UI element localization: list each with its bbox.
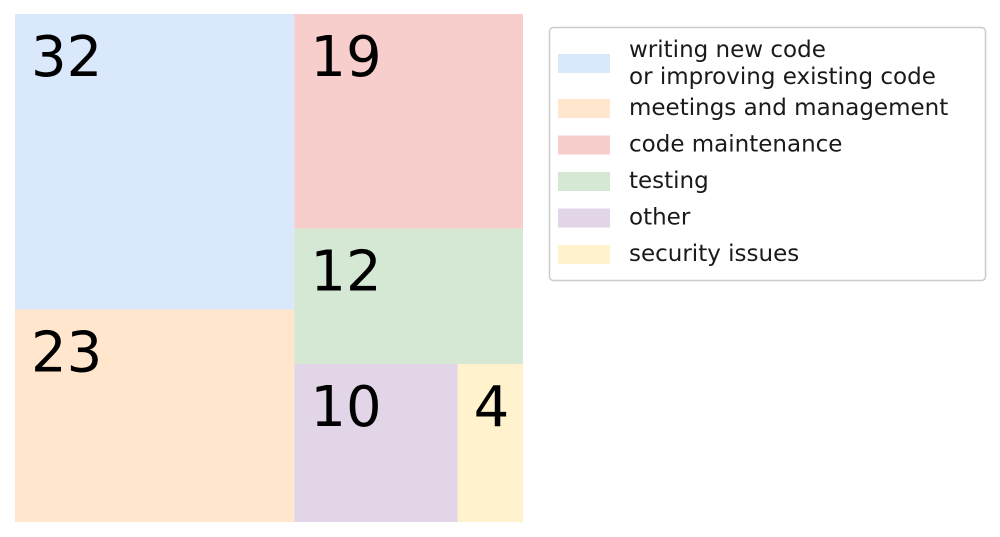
treemap-tile: 19 [294,14,523,229]
treemap-tile-rect [15,14,295,310]
treemap-tile: 12 [294,228,523,364]
treemap-tile-value: 12 [310,239,381,304]
treemap-tile-value: 23 [31,321,102,386]
treemap-tile-value: 19 [310,25,381,90]
legend-frame [548,26,987,282]
legend-swatch [558,172,610,191]
legend-item: meetings and management [558,95,948,121]
legend-swatch [558,99,610,118]
treemap-tile: 23 [15,309,295,522]
legend-item: security issues [558,241,799,267]
treemap-tile: 10 [294,363,458,522]
treemap-tile-value: 10 [310,375,381,440]
legend-swatch [558,245,610,264]
legend: writing new code or improving existing co… [548,26,987,282]
treemap-tile-rect [294,14,523,229]
treemap-tile-rect [15,309,295,522]
legend-swatch [558,135,610,155]
legend-label: meetings and management [629,95,948,121]
legend-item: code maintenance [558,132,842,158]
legend-item: testing [558,168,709,194]
treemap-tile-value: 4 [474,375,510,440]
legend-swatch [558,208,610,228]
treemap-tile: 32 [15,14,295,310]
treemap-tile-rect [294,228,523,364]
legend-swatch [558,54,610,73]
legend-item: writing new code or improving existing co… [558,37,936,90]
legend-label: security issues [629,241,799,267]
legend-label: writing new code or improving existing co… [629,37,936,90]
treemap-tile: 4 [457,363,523,522]
treemap-tile-value: 32 [31,25,102,90]
legend-item: other [558,205,691,231]
treemap-tile-rect [457,363,523,522]
legend-label: other [629,205,691,231]
treemap-tile-rect [294,363,458,522]
treemap-tiles: 32 23 19 12 10 4 [15,14,523,522]
legend-items: writing new code or improving existing co… [558,37,948,267]
legend-label: testing [629,168,709,194]
legend-label: code maintenance [629,132,842,158]
